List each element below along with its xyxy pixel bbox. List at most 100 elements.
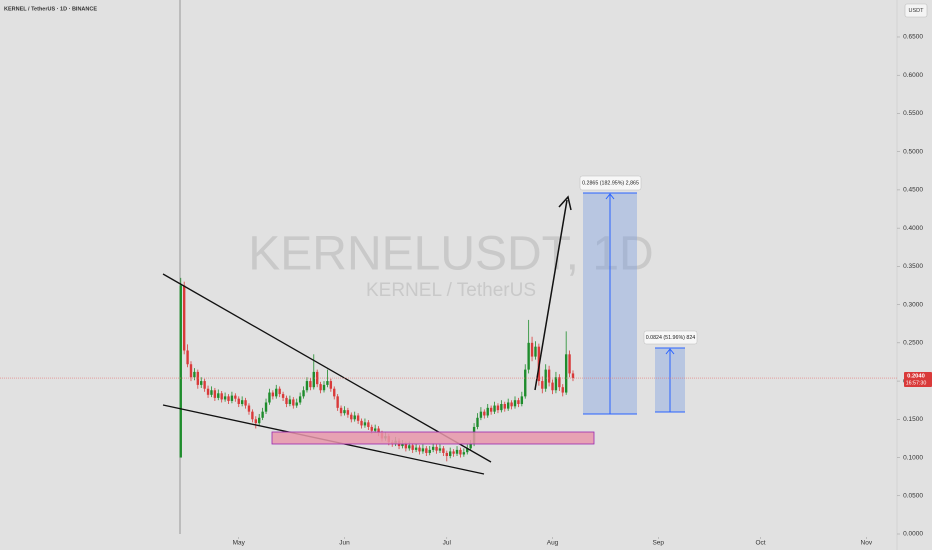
candle-body [200,381,203,385]
candle-body [234,395,237,399]
candle-body [520,396,524,405]
candle-body [230,395,234,401]
candle-body [281,394,285,398]
watermark-name: KERNEL / TetherUS [366,280,536,301]
x-tick-label: Oct [756,540,766,547]
candle-body [367,422,370,427]
measure-label: 0.0824 (51.96%) 824 [646,335,696,341]
x-tick-label: May [233,540,246,547]
candle-body [305,381,309,391]
y-tick-label: 0.6500 [903,34,923,41]
x-tick-label: Nov [861,540,873,547]
candle-body [326,381,329,385]
candle-body [319,384,322,391]
candle-body [186,350,189,365]
y-tick-label: 0.4500 [903,187,923,194]
candle-body [435,446,438,451]
candle-body [223,396,227,400]
candle-body [292,399,295,406]
candle-body [339,407,343,414]
arrow-head [665,348,675,355]
candle-body [288,399,292,405]
candle-body [217,393,220,398]
drawings: 0.2865 (182.95%) 2,865 0.0824 (51.96%) 8… [162,175,698,475]
candle-body [571,373,575,379]
arrow-head [605,193,615,200]
candle-body [312,371,315,388]
candle-body [261,411,264,418]
candle-body [510,402,513,407]
countdown-label: 16:57:30 [906,380,927,386]
candle-body [254,419,257,424]
candle-body [363,422,367,426]
candle-body [524,369,527,397]
currency-box[interactable] [904,3,928,18]
candle-body [373,428,377,431]
support-zone[interactable] [271,431,595,445]
candle-body [476,417,479,427]
candle-body [298,396,302,403]
projection-arrow[interactable] [534,199,568,391]
candle-body [333,388,336,397]
y-tick-label: 0.0500 [903,492,923,499]
candle-body [489,407,493,412]
candle-body [179,285,182,458]
measure-label: 0.2865 (182.95%) 2,865 [582,180,639,186]
watermark-symbol: KERNELUSDT, 1D [248,228,653,281]
candle-body [445,452,448,457]
candle-body [558,377,561,388]
candle-body [544,369,547,389]
candle-body [561,387,564,393]
y-tick-label: 0.5500 [903,110,923,117]
candle-body [377,428,380,434]
candle-body [203,381,206,389]
candle-body [346,410,350,415]
trendline-upper[interactable] [162,273,492,463]
candle-body [496,405,500,411]
candle-body [431,446,435,450]
candle-body [462,452,466,455]
y-tick-label: 0.1500 [903,416,923,423]
candle-body [206,388,210,395]
candle-body [404,443,408,449]
candle-body [568,354,571,374]
candle-body [534,346,537,357]
candle-body [466,448,469,453]
currency-label[interactable]: USDT [909,8,925,14]
candle-body [268,392,271,403]
measure-label-box [579,175,642,191]
candle-body [247,405,251,412]
candle-body [425,448,428,453]
candle-body [285,397,288,405]
candle-body [414,447,418,450]
candle-body [182,285,186,351]
candle-body [295,402,298,406]
x-tick-label: Jun [339,540,350,547]
candle-body [411,445,414,450]
candle-body [196,371,200,385]
candle-body [438,448,442,451]
candles [179,277,575,462]
candle-body [264,402,268,412]
last-price-box [904,372,932,388]
y-tick-label: 0.4000 [903,225,923,232]
candle-body [251,411,254,420]
y-tick-label: 0.1000 [903,454,923,461]
candle-body [506,402,510,409]
candle-body [220,393,223,400]
candle-body [353,415,356,420]
candle-body [428,449,431,453]
measure-label-box [643,330,698,345]
x-tick-label: Jul [443,540,452,547]
candle-body [193,371,196,378]
candle-body [547,369,551,383]
candle-body [493,405,496,412]
candle-body [421,448,425,452]
candle-body [527,342,530,370]
candle-body [189,364,193,378]
last-price-label: 0.2040 [907,374,925,380]
y-tick-label: 0.0000 [903,531,923,538]
y-tick-label: 0.2500 [903,340,923,347]
